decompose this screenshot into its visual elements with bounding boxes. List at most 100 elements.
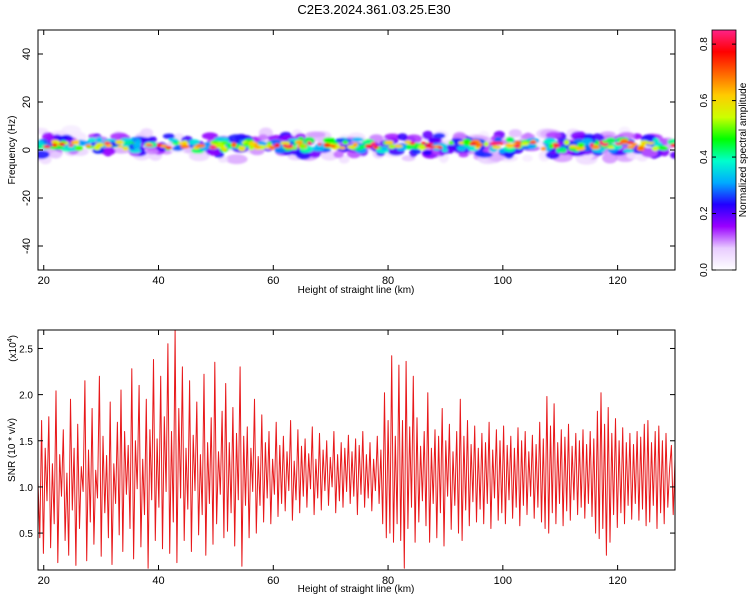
spectrogram-cell [492, 145, 502, 149]
spectrogram-cell [274, 143, 280, 148]
snr-y-multiplier-exp: 4 [7, 338, 14, 342]
colorbar-gradient [711, 29, 737, 271]
spectrogram-panel: 20 40 60 80 100 120 -40 -20 0 20 40 Height of str… [7, 29, 676, 296]
spectrogram-cell [581, 138, 593, 145]
spectrogram-cell [156, 143, 162, 146]
snr-y-multiplier-close: ) [8, 335, 19, 338]
x-tick-label: 40 [152, 575, 164, 587]
spectrogram-cell [458, 152, 469, 158]
spectrogram-cell [424, 145, 432, 148]
spectrogram-cell [74, 145, 84, 151]
spectrogram-cell [50, 151, 62, 159]
spectrogram-cell [469, 142, 477, 146]
y-tick-label: 0.5 [19, 529, 33, 540]
spectrogram-cell [490, 141, 498, 146]
spectrogram-cell [115, 139, 124, 145]
chart-title: C2E3.2024.361.03.25.E30 [297, 2, 450, 17]
spectrogram-cell [589, 143, 595, 147]
spectrogram-cell [577, 142, 585, 148]
spectrogram-cell [333, 150, 344, 158]
spectrogram-cell [43, 145, 51, 149]
spectrogram-cell [373, 145, 379, 149]
spectrogram-x-label: Height of straight line (km) [298, 285, 415, 296]
spectrogram-cell [545, 131, 562, 139]
spectrogram-cell [100, 148, 116, 156]
spectrogram-cell [441, 148, 448, 153]
spectrogram-cell [365, 144, 373, 149]
spectrogram-cell [58, 142, 65, 146]
spectrogram-cell [38, 140, 45, 145]
spectrogram-cell [266, 141, 272, 145]
spectrogram-cell [87, 137, 97, 143]
spectrogram-cell [411, 148, 422, 155]
spectrogram-cell [513, 144, 521, 149]
spectrogram-cell [552, 143, 561, 148]
spectrogram-cell [405, 144, 413, 150]
spectrogram-cell [253, 145, 261, 149]
snr-panel: 20 40 60 80 100 120 0.5 1.0 1.5 2.0 2.5 Height of… [7, 329, 676, 595]
spectrogram-cell [68, 144, 74, 147]
spectrogram-cell [189, 151, 210, 162]
spectrogram-cell [351, 137, 364, 142]
spectrogram-cell [559, 147, 567, 154]
spectrogram-cell [238, 145, 246, 152]
spectrogram-cell [105, 141, 111, 145]
spectrogram-cell [323, 143, 331, 148]
spectrogram-cell [623, 148, 634, 153]
spectrogram-cell [287, 144, 294, 148]
colorbar: 0.0 0.2 0.4 0.6 0.8 Normalized spectral ampl… [699, 29, 749, 277]
x-tick-label: 20 [38, 275, 50, 287]
spectrogram-cell [370, 141, 377, 146]
spectrogram-cell [599, 140, 604, 145]
spectrogram-cell [437, 146, 443, 149]
colorbar-tick-label: 0.0 [699, 263, 710, 277]
spectrogram-cell [38, 150, 50, 159]
spectrogram-cell [180, 144, 190, 149]
y-tick-label: 40 [21, 48, 33, 60]
spectrogram-cell [423, 150, 432, 156]
spectrogram-cell [527, 142, 536, 150]
spectrogram-cell [162, 133, 175, 139]
snr-x-axis: 20 40 60 80 100 120 [38, 330, 627, 587]
spectrogram-cell [417, 144, 427, 151]
spectrogram-cell [457, 145, 466, 152]
spectrogram-cell [165, 146, 173, 150]
spectrogram-cell [215, 142, 224, 148]
spectrogram-cell [667, 139, 675, 145]
y-tick-label: 0 [21, 147, 33, 153]
spectrogram-cell [339, 146, 346, 150]
spectrogram-cell [134, 139, 142, 146]
x-tick-label: 40 [152, 275, 164, 287]
spectrogram-cell [139, 137, 154, 144]
spectrogram-cell [540, 146, 547, 151]
x-tick-label: 120 [608, 575, 626, 587]
snr-y-multiplier: (x104) [7, 335, 19, 362]
colorbar-ticks: 0.0 0.2 0.4 0.6 0.8 [699, 37, 736, 277]
spectrogram-cell [280, 141, 291, 146]
spectrogram-y-label: Frequency (Hz) [7, 116, 18, 185]
x-tick-label: 20 [38, 575, 50, 587]
spectrogram-cell [119, 137, 134, 143]
spectrogram-cell [117, 145, 124, 148]
spectrogram-cell [409, 141, 416, 145]
spectrogram-cell [352, 142, 358, 147]
spectrogram-cell [422, 130, 434, 140]
spectrogram-cell [670, 151, 675, 159]
spectrogram-cell [620, 139, 629, 145]
spectrogram-cell [636, 145, 645, 152]
spectrogram-cell [404, 140, 412, 145]
spectrogram-cell [508, 129, 522, 138]
spectrogram-cell [426, 142, 434, 146]
spectrogram-cell [172, 146, 184, 152]
spectrogram-cell [42, 132, 54, 141]
spectrogram-cell [384, 140, 394, 145]
colorbar-tick-label: 0.4 [699, 150, 710, 164]
spectrogram-cell [514, 140, 522, 145]
y-tick-label: 2.5 [19, 344, 33, 355]
spectrogram-cell [305, 131, 326, 138]
spectrogram-cell [568, 144, 578, 149]
spectrogram-cell [384, 133, 401, 141]
y-tick-label: 2.0 [19, 391, 33, 402]
colorbar-tick-label: 0.2 [699, 206, 710, 220]
spectrogram-cell [505, 136, 515, 143]
